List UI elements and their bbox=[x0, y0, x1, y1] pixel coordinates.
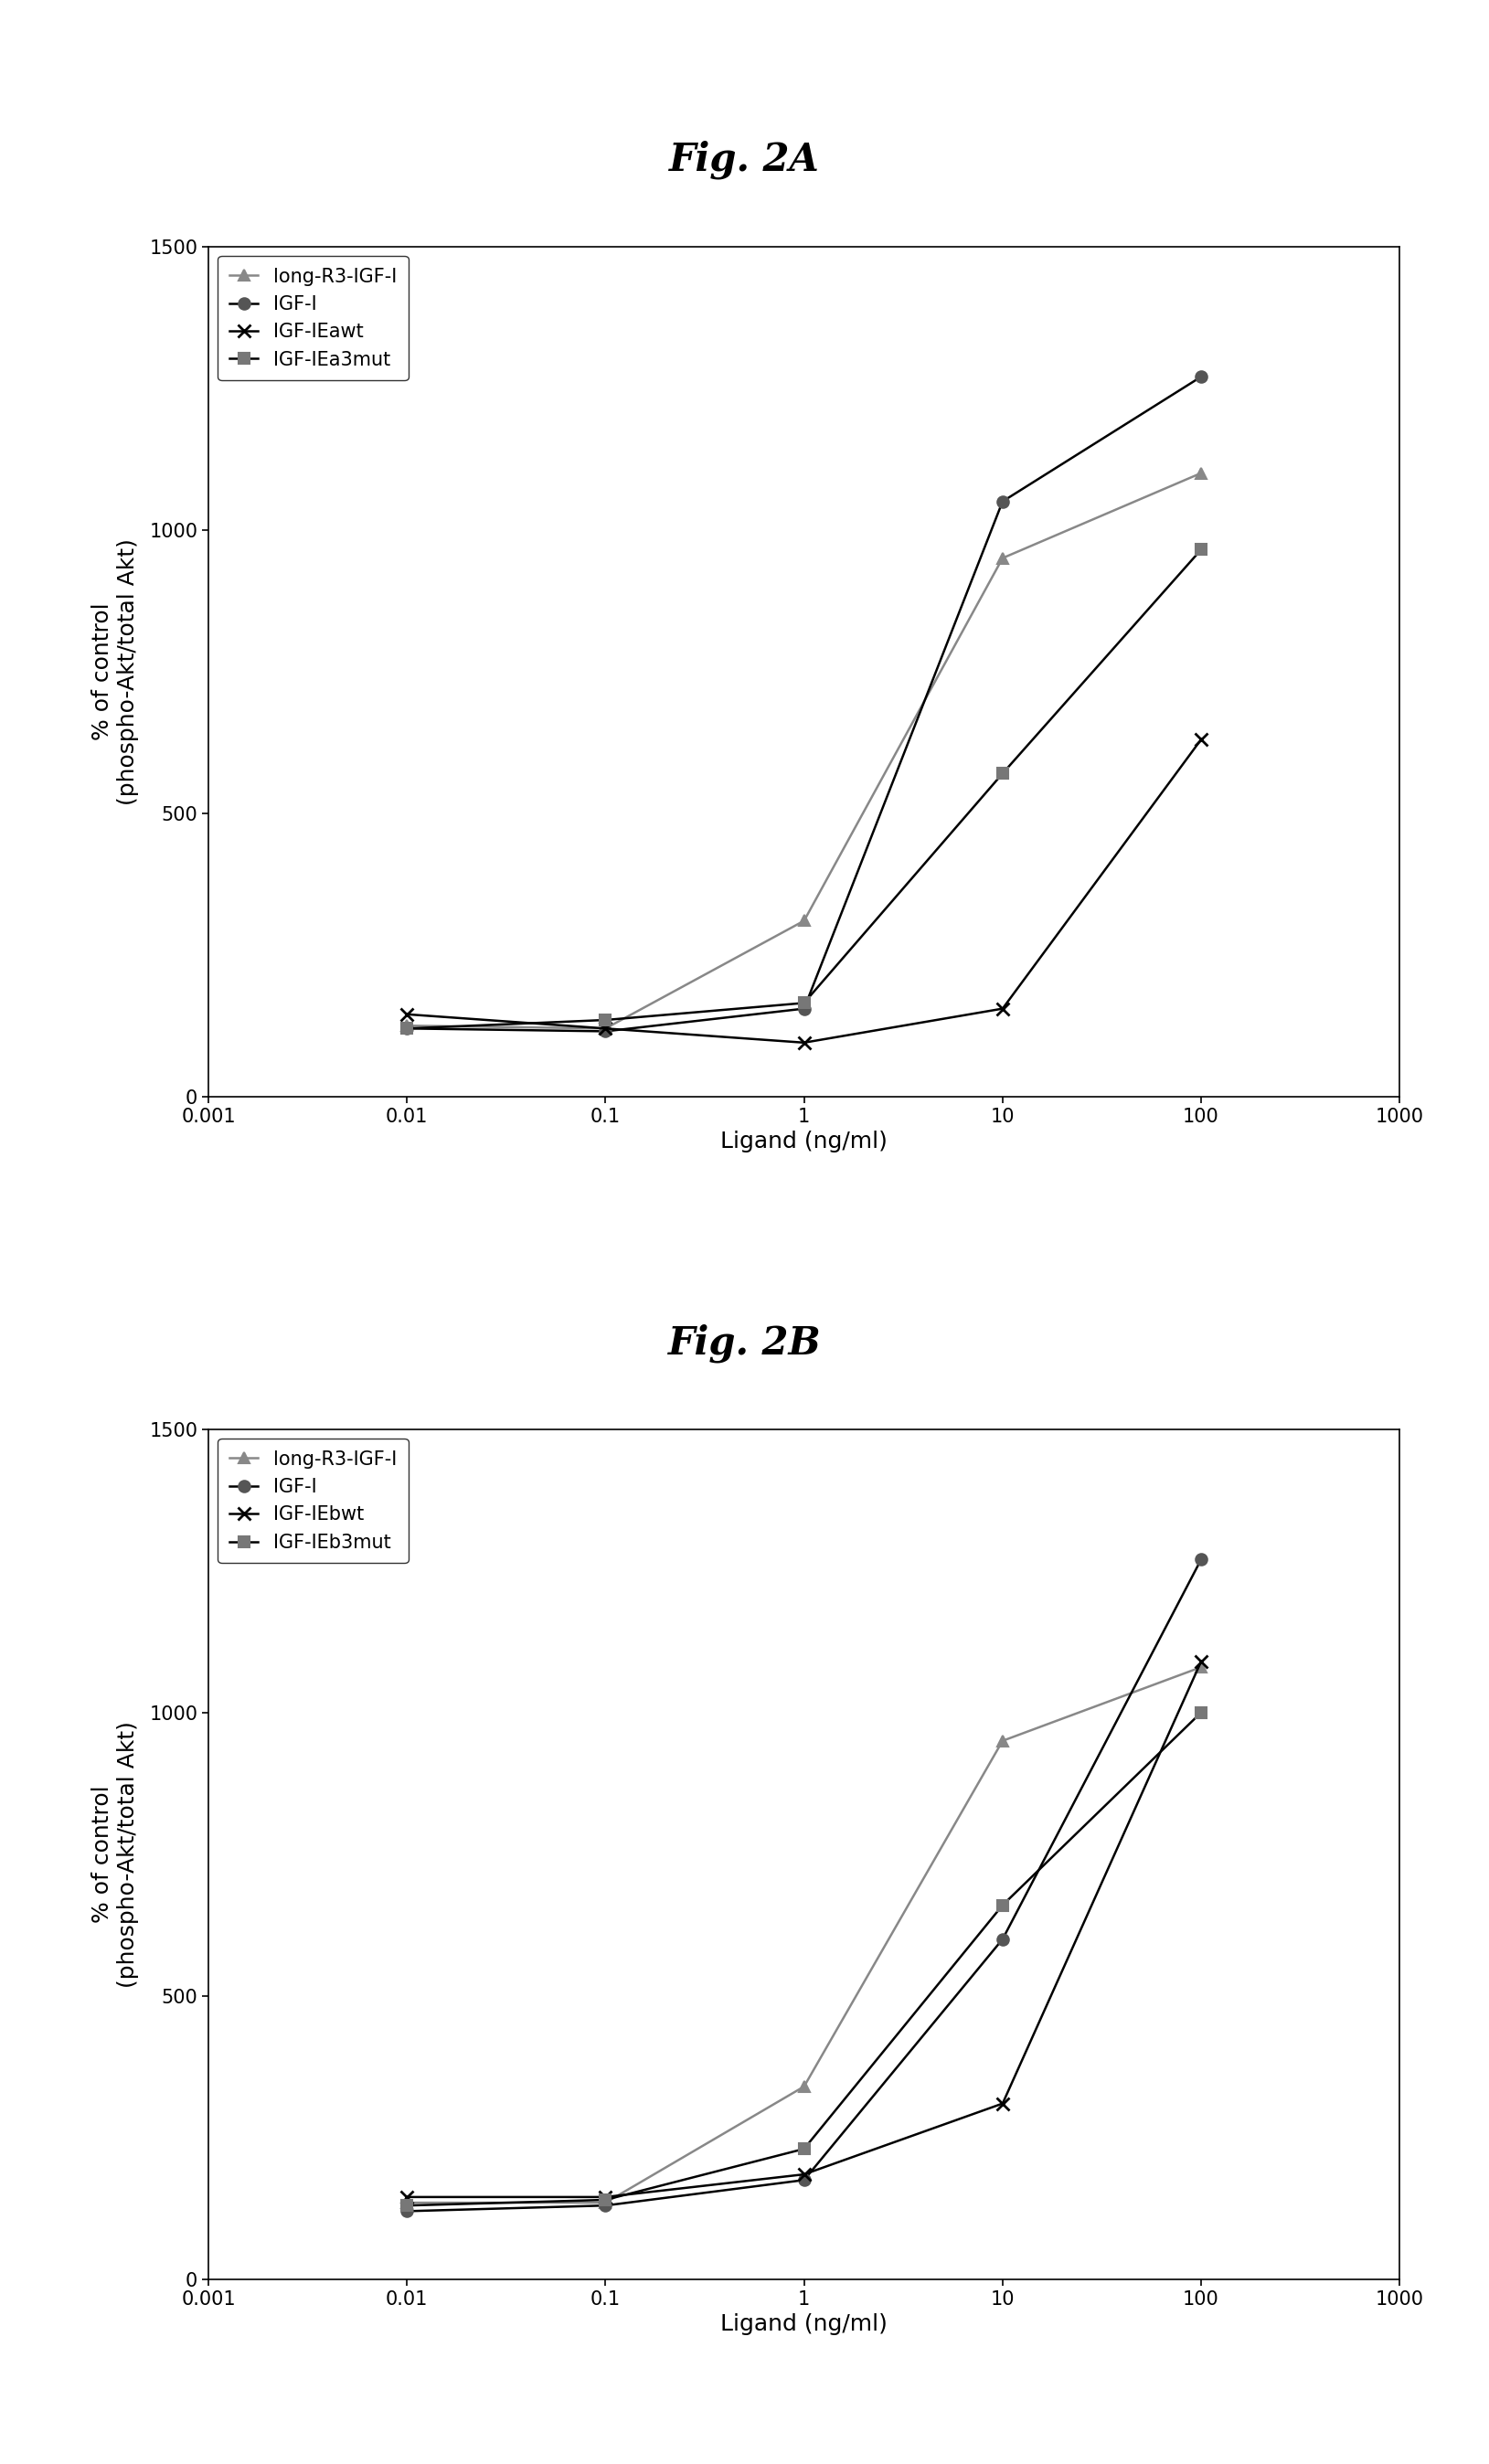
long-R3-IGF-I bbox=[597, 1013, 615, 1042]
X-axis label: Ligand (ng/ml): Ligand (ng/ml) bbox=[721, 2314, 887, 2336]
IGF-IEawt bbox=[993, 993, 1011, 1023]
long-R3-IGF-I bbox=[795, 907, 813, 936]
Line: IGF-IEb3mut: IGF-IEb3mut bbox=[401, 1708, 1208, 2210]
long-R3-IGF-I bbox=[597, 2188, 615, 2218]
Line: IGF-IEa3mut: IGF-IEa3mut bbox=[401, 545, 1208, 1035]
Text: Fig. 2A: Fig. 2A bbox=[669, 140, 820, 180]
IGF-I bbox=[993, 488, 1011, 517]
IGF-IEb3mut bbox=[795, 2134, 813, 2163]
IGF-IEbwt bbox=[795, 2158, 813, 2188]
long-R3-IGF-I bbox=[1193, 1653, 1211, 1683]
Y-axis label: % of control
(phospho-Akt/total Akt): % of control (phospho-Akt/total Akt) bbox=[92, 1720, 138, 1988]
Line: IGF-IEbwt: IGF-IEbwt bbox=[401, 1656, 1208, 2203]
Line: IGF-IEawt: IGF-IEawt bbox=[401, 734, 1208, 1050]
IGF-I bbox=[795, 993, 813, 1023]
IGF-IEbwt bbox=[993, 2089, 1011, 2119]
long-R3-IGF-I bbox=[1193, 458, 1211, 488]
IGF-IEb3mut bbox=[597, 2186, 615, 2215]
IGF-I bbox=[597, 1018, 615, 1047]
long-R3-IGF-I bbox=[398, 2188, 415, 2218]
IGF-IEa3mut bbox=[398, 1013, 415, 1042]
IGF-IEa3mut bbox=[795, 988, 813, 1018]
IGF-IEbwt bbox=[398, 2183, 415, 2213]
Line: IGF-I: IGF-I bbox=[401, 1555, 1208, 2218]
IGF-I bbox=[1193, 362, 1211, 392]
long-R3-IGF-I bbox=[398, 1010, 415, 1040]
IGF-IEawt bbox=[795, 1027, 813, 1057]
IGF-IEawt bbox=[597, 1013, 615, 1042]
IGF-I bbox=[993, 1924, 1011, 1954]
Line: long-R3-IGF-I: long-R3-IGF-I bbox=[401, 468, 1208, 1035]
IGF-IEawt bbox=[1193, 724, 1211, 754]
IGF-IEb3mut bbox=[1193, 1698, 1211, 1727]
IGF-IEa3mut bbox=[993, 759, 1011, 788]
long-R3-IGF-I bbox=[795, 2072, 813, 2102]
IGF-IEawt bbox=[398, 1000, 415, 1030]
Line: IGF-I: IGF-I bbox=[401, 372, 1208, 1037]
IGF-IEbwt bbox=[597, 2183, 615, 2213]
Legend: long-R3-IGF-I, IGF-I, IGF-IEawt, IGF-IEa3mut: long-R3-IGF-I, IGF-I, IGF-IEawt, IGF-IEa… bbox=[217, 256, 408, 379]
IGF-I bbox=[398, 1013, 415, 1042]
IGF-IEa3mut bbox=[597, 1005, 615, 1035]
IGF-I bbox=[795, 2166, 813, 2195]
long-R3-IGF-I bbox=[993, 1727, 1011, 1757]
IGF-I bbox=[597, 2190, 615, 2220]
Legend: long-R3-IGF-I, IGF-I, IGF-IEbwt, IGF-IEb3mut: long-R3-IGF-I, IGF-I, IGF-IEbwt, IGF-IEb… bbox=[217, 1439, 408, 1562]
Y-axis label: % of control
(phospho-Akt/total Akt): % of control (phospho-Akt/total Akt) bbox=[92, 537, 138, 806]
IGF-IEbwt bbox=[1193, 1646, 1211, 1676]
long-R3-IGF-I bbox=[993, 542, 1011, 572]
IGF-IEb3mut bbox=[993, 1890, 1011, 1919]
IGF-IEb3mut bbox=[398, 2190, 415, 2220]
Text: Fig. 2B: Fig. 2B bbox=[669, 1323, 820, 1363]
Line: long-R3-IGF-I: long-R3-IGF-I bbox=[401, 1661, 1208, 2208]
IGF-I bbox=[1193, 1545, 1211, 1574]
X-axis label: Ligand (ng/ml): Ligand (ng/ml) bbox=[721, 1131, 887, 1153]
IGF-I bbox=[398, 2195, 415, 2225]
IGF-IEa3mut bbox=[1193, 535, 1211, 564]
